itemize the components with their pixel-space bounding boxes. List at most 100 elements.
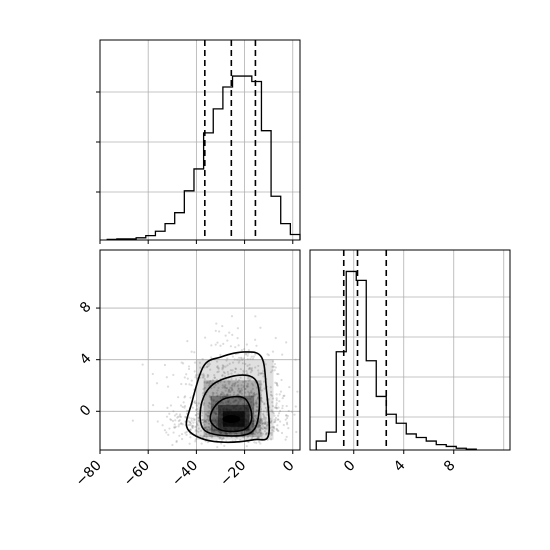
scatter-point	[244, 362, 247, 366]
scatter-point	[189, 396, 192, 399]
scatter-point	[190, 419, 193, 422]
scatter-point	[195, 413, 198, 417]
scatter-point	[251, 394, 254, 397]
scatter-point	[213, 376, 216, 379]
scatter-point	[251, 387, 254, 390]
scatter-point	[180, 361, 183, 364]
scatter-point	[249, 367, 252, 370]
scatter-point	[263, 430, 267, 433]
scatter-point	[251, 382, 254, 385]
scatter-point	[250, 355, 253, 358]
scatter-point	[225, 432, 228, 435]
scatter-point	[223, 385, 227, 388]
scatter-point	[269, 393, 273, 396]
scatter-point	[277, 414, 280, 417]
scatter-point	[246, 364, 249, 367]
scatter-point	[265, 428, 268, 431]
scatter-point	[189, 428, 192, 432]
scatter-point	[253, 393, 256, 396]
scatter-point	[183, 376, 186, 379]
scatter-point	[262, 414, 265, 417]
scatter-point	[228, 399, 231, 403]
scatter-point	[223, 444, 226, 447]
scatter-point	[261, 419, 264, 423]
scatter-point	[216, 394, 219, 397]
scatter-point	[209, 396, 212, 399]
scatter-point	[251, 424, 254, 428]
scatter-point	[190, 384, 193, 387]
scatter-point	[177, 419, 180, 423]
scatter-point	[194, 408, 197, 411]
x-tick-label: −60	[121, 458, 153, 490]
scatter-point	[253, 404, 256, 407]
scatter-point	[188, 423, 192, 427]
scatter-point	[207, 416, 210, 419]
scatter-point	[206, 362, 209, 365]
scatter-point	[274, 336, 277, 340]
scatter-point	[250, 437, 254, 440]
scatter-point	[216, 406, 219, 409]
scatter-point	[274, 419, 277, 422]
scatter-point	[212, 392, 215, 395]
scatter-point	[255, 416, 258, 419]
scatter-point	[275, 383, 279, 386]
joint-density-panel: −80 −60 −40 −20 0 0 4 8	[73, 249, 301, 490]
scatter-point	[231, 355, 235, 358]
x-tick-label: 8	[441, 458, 459, 476]
scatter-point	[239, 368, 242, 371]
scatter-point	[191, 406, 195, 409]
scatter-point	[257, 426, 261, 429]
scatter-point	[213, 420, 217, 423]
scatter-point	[219, 430, 222, 433]
scatter-point	[254, 415, 257, 418]
scatter-point	[178, 413, 182, 416]
scatter-point	[217, 370, 220, 373]
scatter-point	[193, 400, 197, 403]
scatter-point	[201, 421, 205, 424]
scatter-point	[258, 430, 261, 434]
scatter-point	[210, 398, 213, 401]
scatter-point	[237, 387, 240, 390]
scatter-point	[206, 428, 209, 431]
scatter-point	[275, 402, 278, 405]
scatter-point	[254, 338, 257, 341]
scatter-point	[284, 418, 287, 421]
scatter-point	[185, 373, 188, 376]
scatter-point	[187, 416, 191, 419]
scatter-point	[218, 330, 221, 333]
scatter-point	[272, 425, 275, 428]
scatter-point	[251, 420, 255, 423]
scatter-point	[285, 341, 288, 344]
scatter-point	[252, 422, 255, 425]
scatter-point	[257, 420, 261, 423]
scatter-point	[234, 399, 237, 402]
scatter-point	[273, 421, 276, 424]
scatter-point	[204, 427, 207, 430]
scatter-point	[259, 424, 262, 428]
scatter-point	[202, 403, 205, 406]
scatter-point	[251, 422, 255, 426]
scatter-point	[254, 419, 257, 422]
scatter-point	[215, 420, 219, 423]
scatter-point	[171, 443, 174, 447]
scatter-point	[206, 375, 209, 379]
scatter-point	[206, 428, 209, 432]
scatter-point	[263, 426, 266, 429]
scatter-point	[269, 420, 272, 423]
scatter-point	[229, 390, 232, 393]
scatter-point	[188, 442, 191, 445]
scatter-point	[272, 430, 275, 433]
scatter-point	[230, 378, 233, 381]
density-contours	[185, 351, 271, 444]
scatter-point	[263, 422, 266, 426]
scatter-point	[220, 431, 223, 434]
scatter-point	[240, 387, 243, 390]
scatter-point	[223, 385, 226, 388]
scatter-point	[175, 413, 178, 416]
scatter-point	[221, 384, 224, 387]
scatter-point	[226, 364, 229, 367]
scatter-point	[161, 424, 164, 427]
scatter-point	[201, 358, 204, 361]
scatter-point	[221, 325, 224, 328]
scatter-point	[209, 429, 212, 432]
